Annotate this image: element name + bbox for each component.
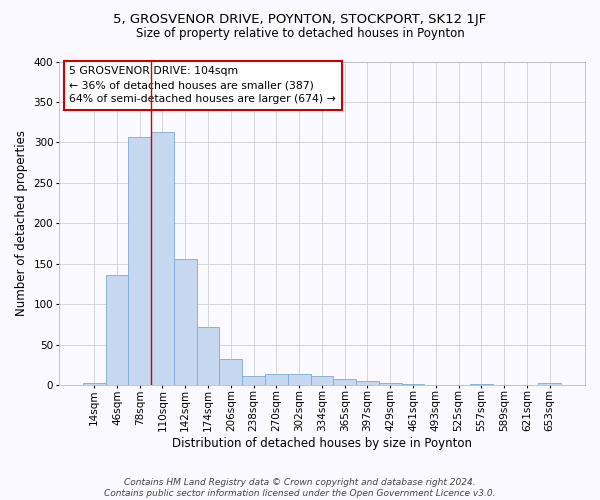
- Bar: [151, 132, 174, 385]
- Bar: [265, 374, 288, 385]
- Text: 5 GROSVENOR DRIVE: 104sqm
← 36% of detached houses are smaller (387)
64% of semi: 5 GROSVENOR DRIVE: 104sqm ← 36% of detac…: [70, 66, 336, 104]
- Bar: [106, 275, 128, 385]
- Text: Size of property relative to detached houses in Poynton: Size of property relative to detached ho…: [136, 28, 464, 40]
- Bar: [379, 382, 401, 385]
- Bar: [288, 374, 311, 385]
- Bar: [197, 327, 220, 385]
- Bar: [538, 382, 561, 385]
- Text: Contains HM Land Registry data © Crown copyright and database right 2024.
Contai: Contains HM Land Registry data © Crown c…: [104, 478, 496, 498]
- Bar: [128, 136, 151, 385]
- Bar: [401, 384, 424, 385]
- Bar: [220, 360, 242, 385]
- Bar: [334, 378, 356, 385]
- Bar: [242, 376, 265, 385]
- Bar: [356, 381, 379, 385]
- Text: 5, GROSVENOR DRIVE, POYNTON, STOCKPORT, SK12 1JF: 5, GROSVENOR DRIVE, POYNTON, STOCKPORT, …: [113, 12, 487, 26]
- X-axis label: Distribution of detached houses by size in Poynton: Distribution of detached houses by size …: [172, 437, 472, 450]
- Bar: [174, 259, 197, 385]
- Bar: [83, 382, 106, 385]
- Bar: [470, 384, 493, 385]
- Y-axis label: Number of detached properties: Number of detached properties: [15, 130, 28, 316]
- Bar: [311, 376, 334, 385]
